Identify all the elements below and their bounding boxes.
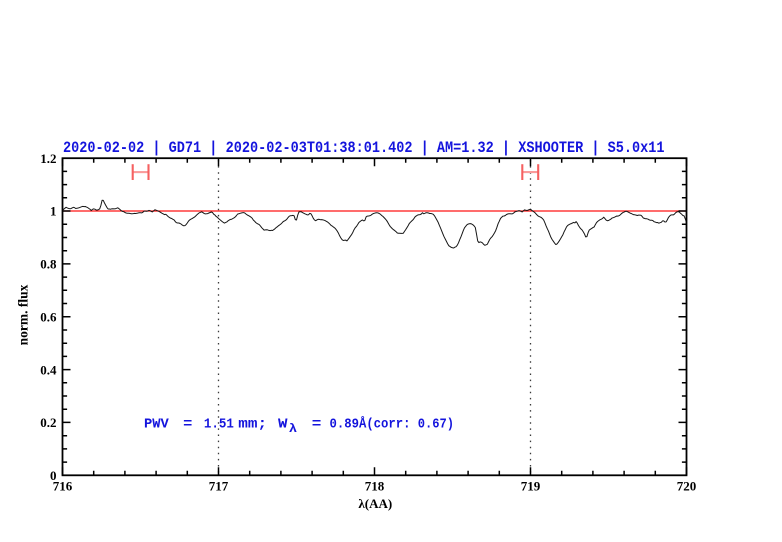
svg-text:1.51: 1.51: [204, 416, 234, 432]
svg-text:0.6: 0.6: [40, 309, 57, 324]
svg-text:λ: λ: [289, 423, 297, 436]
svg-text:mm;: mm;: [238, 416, 267, 432]
svg-text:norm. flux: norm. flux: [16, 284, 31, 345]
svg-text:0: 0: [50, 468, 57, 483]
svg-text:=: =: [183, 416, 192, 432]
svg-text:0.89Å(corr:: 0.89Å(corr:: [330, 415, 411, 432]
svg-text:0.4: 0.4: [40, 362, 57, 377]
svg-text:0.2: 0.2: [40, 415, 56, 430]
svg-text:0.67): 0.67): [418, 416, 454, 432]
svg-text:1.2: 1.2: [40, 151, 56, 166]
svg-text:λ(AA): λ(AA): [358, 496, 392, 511]
svg-text:2020-02-02 | GD71 | 2020-02-03: 2020-02-02 | GD71 | 2020-02-03T01:38:01.…: [63, 139, 665, 157]
svg-text:716: 716: [53, 479, 73, 494]
svg-text:W: W: [278, 416, 288, 432]
svg-text:718: 718: [365, 479, 385, 494]
svg-text:720: 720: [677, 479, 697, 494]
svg-text:=: =: [312, 416, 322, 432]
svg-text:719: 719: [521, 479, 541, 494]
svg-text:PWV: PWV: [144, 416, 169, 432]
svg-text:1: 1: [50, 204, 57, 219]
svg-text:717: 717: [209, 479, 229, 494]
svg-text:0.8: 0.8: [40, 257, 57, 272]
